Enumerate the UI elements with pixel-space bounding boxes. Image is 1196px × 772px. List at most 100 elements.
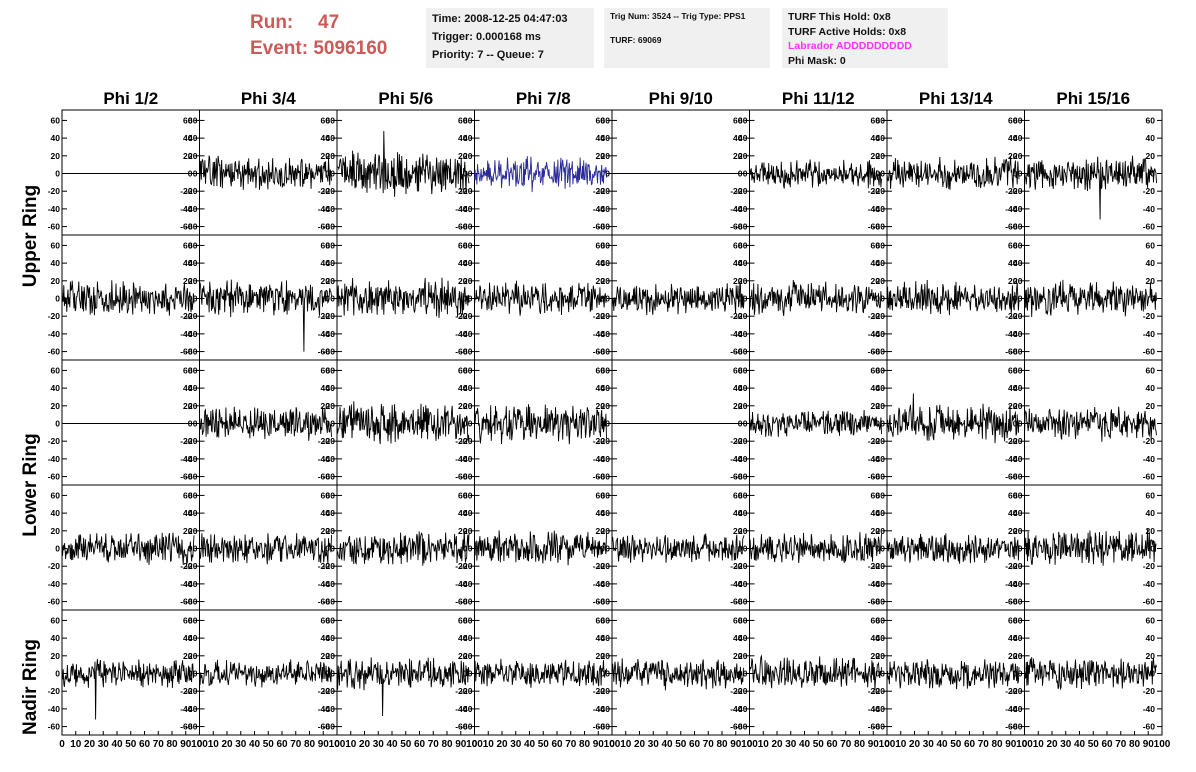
x-tick-label: 50 <box>813 739 825 750</box>
y-tick-label: 20 <box>871 276 881 286</box>
y-tick-label: 0 <box>188 544 193 554</box>
y-tick-label: -20 <box>1005 436 1018 446</box>
y-tick-label: 20 <box>183 651 193 661</box>
y-tick-label: 40 <box>183 258 193 268</box>
y-tick-label: -40 <box>868 704 881 714</box>
y-tick-label: 60 <box>1146 490 1156 500</box>
x-tick-label: 30 <box>510 739 522 750</box>
y-tick-label: 0 <box>605 169 610 179</box>
y-tick-label: -40 <box>180 204 193 214</box>
y-tick-label: -40 <box>455 704 468 714</box>
y-tick-label: -60 <box>598 722 611 732</box>
y-tick-label: -20 <box>593 311 606 321</box>
y-tick-label: 40 <box>326 258 336 268</box>
y-tick-label: 60 <box>51 365 61 375</box>
y-tick-label: 40 <box>1146 133 1156 143</box>
y-tick-label: -40 <box>1005 204 1018 214</box>
y-tick-label: 20 <box>733 651 743 661</box>
y-tick-label: -20 <box>323 561 336 571</box>
y-tick-label: -60 <box>318 222 331 232</box>
y-tick-label: 40 <box>183 383 193 393</box>
y-tick-label: 60 <box>458 490 468 500</box>
y-tick-label: -60 <box>873 597 886 607</box>
y-tick-label: 0 <box>1150 544 1155 554</box>
y-tick-label: 20 <box>51 151 61 161</box>
waveform-trace <box>886 156 1020 190</box>
y-tick-label: -60 <box>180 222 193 232</box>
y-tick-label: 60 <box>876 490 886 500</box>
y-tick-label: 60 <box>1146 615 1156 625</box>
y-tick-label: 20 <box>463 651 473 661</box>
x-tick-label: 70 <box>428 739 440 750</box>
y-tick-label: -60 <box>1143 222 1156 232</box>
y-tick-label: 0 <box>325 544 330 554</box>
y-tick-label: -40 <box>730 204 743 214</box>
time-line: Time: 2008-12-25 04:47:03 <box>432 13 568 25</box>
waveform-trace <box>749 409 882 437</box>
y-tick-label: -20 <box>48 436 61 446</box>
y-tick-label: 40 <box>1013 133 1023 143</box>
y-tick-label: 0 <box>463 669 468 679</box>
x-tick-label: 20 <box>221 739 233 750</box>
time-trigger-box: Time: 2008-12-25 04:47:03 Trigger: 0.000… <box>426 8 594 68</box>
y-tick-label: -40 <box>180 454 193 464</box>
y-tick-label: -60 <box>323 722 336 732</box>
y-tick-label: -40 <box>48 454 61 464</box>
y-tick-label: 20 <box>876 401 886 411</box>
waveform-trace <box>336 657 470 717</box>
x-tick-label: 90 <box>1005 739 1017 750</box>
y-tick-label: 20 <box>601 651 611 661</box>
y-tick-label: 40 <box>871 258 881 268</box>
y-tick-label: 60 <box>51 615 61 625</box>
waveform-trace <box>336 130 470 197</box>
x-tick-label: 90 <box>1143 739 1155 750</box>
y-tick-label: -60 <box>598 472 611 482</box>
y-tick-label: 20 <box>871 151 881 161</box>
y-tick-label: -40 <box>318 454 331 464</box>
y-tick-label: -60 <box>868 722 881 732</box>
waveform-trace <box>886 393 1020 444</box>
y-tick-label: 40 <box>458 133 468 143</box>
y-tick-label: 20 <box>738 276 748 286</box>
event-line: Event: 5096160 <box>250 36 420 62</box>
y-tick-label: 60 <box>51 490 61 500</box>
y-tick-label: -20 <box>455 561 468 571</box>
y-tick-label: -40 <box>735 704 748 714</box>
y-tick-label: 20 <box>601 276 611 286</box>
y-tick-label: -20 <box>1005 561 1018 571</box>
y-tick-label: -20 <box>735 561 748 571</box>
y-tick-label: 60 <box>1008 115 1018 125</box>
y-tick-label: 0 <box>55 544 60 554</box>
y-tick-label: 60 <box>1008 240 1018 250</box>
y-tick-label: 40 <box>321 258 331 268</box>
y-tick-label: 20 <box>326 651 336 661</box>
x-tick-label: 20 <box>909 739 921 750</box>
y-tick-label: -40 <box>323 329 336 339</box>
y-tick-label: 60 <box>458 365 468 375</box>
y-tick-label: 40 <box>733 383 743 393</box>
y-tick-label: 40 <box>458 633 468 643</box>
y-tick-label: 20 <box>738 651 748 661</box>
y-tick-label: 40 <box>596 383 606 393</box>
y-tick-label: -60 <box>735 347 748 357</box>
y-tick-label: 20 <box>596 401 606 411</box>
y-tick-label: -20 <box>598 186 611 196</box>
run-label: Run: <box>250 12 294 33</box>
y-tick-label: -60 <box>323 222 336 232</box>
y-tick-label: -60 <box>1010 722 1023 732</box>
y-tick-label: 20 <box>1008 526 1018 536</box>
y-tick-label: 40 <box>871 383 881 393</box>
y-tick-label: 40 <box>876 258 886 268</box>
waveform-trace <box>611 283 745 316</box>
x-tick-label: 80 <box>1129 739 1141 750</box>
y-tick-label: -60 <box>180 722 193 732</box>
y-tick-label: 60 <box>1013 490 1023 500</box>
y-tick-label: -60 <box>460 472 473 482</box>
x-tick-label: 50 <box>675 739 687 750</box>
waveform-trace <box>199 406 332 441</box>
y-tick-label: 60 <box>326 615 336 625</box>
y-tick-label: -40 <box>593 704 606 714</box>
y-tick-label: 40 <box>876 508 886 518</box>
waveform-trace <box>474 530 607 566</box>
y-tick-label: 40 <box>1013 258 1023 268</box>
